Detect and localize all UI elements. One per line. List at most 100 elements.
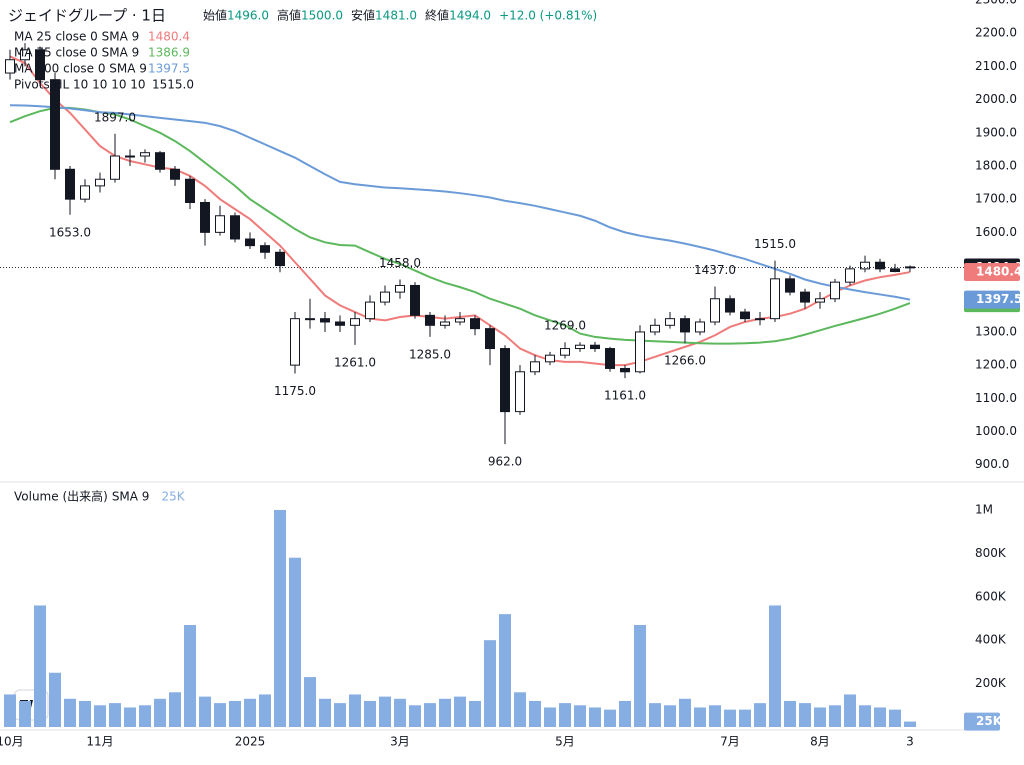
ma-line <box>9 106 911 345</box>
volume-bar <box>229 700 241 727</box>
ma-line <box>9 104 911 301</box>
candle-body <box>65 168 75 200</box>
candle-body <box>845 268 855 283</box>
pivot-label: 962.0 <box>488 455 522 469</box>
pivot-label: 1285.0 <box>409 347 451 361</box>
candle-body <box>665 318 675 326</box>
volume-bar <box>574 705 586 727</box>
candle-body <box>785 278 795 293</box>
volume-bar <box>304 677 316 727</box>
x-tick-label: 7月 <box>720 735 740 749</box>
y-tick-label: 600K <box>975 589 1007 603</box>
indicator-value: 1515.0 <box>152 78 194 92</box>
pivot-label: 1437.0 <box>694 263 736 277</box>
y-tick-label: 2000.0 <box>975 92 1017 106</box>
candle-body <box>95 178 105 187</box>
candle-body <box>80 185 90 200</box>
candle-body <box>365 301 375 320</box>
volume-bar <box>274 509 286 727</box>
volume-sma-label: SMA 9 <box>112 490 150 504</box>
candle-body <box>230 215 240 240</box>
volume-bar <box>829 705 841 727</box>
candle-body <box>590 344 600 350</box>
candle-body <box>350 318 360 326</box>
volume-bar <box>79 700 91 727</box>
volume-bar <box>19 700 31 727</box>
candle-body <box>275 251 285 267</box>
volume-bar <box>514 692 526 727</box>
candle-body <box>455 318 465 323</box>
candle-body <box>740 311 750 320</box>
candle-body <box>830 281 840 300</box>
candle-body <box>500 348 510 413</box>
volume-tag <box>964 712 1000 731</box>
volume-bar <box>244 698 256 727</box>
volume-bar <box>319 698 331 727</box>
volume-bar <box>664 705 676 727</box>
volume-bar <box>769 605 781 727</box>
candle-body <box>890 268 900 273</box>
volume-bar <box>364 700 376 727</box>
volume-bar <box>559 703 571 727</box>
candle-body <box>770 278 780 320</box>
candle-body <box>575 344 585 350</box>
candle-body <box>395 284 405 293</box>
y-tick-label: 1000.0 <box>975 424 1017 438</box>
pivot-label: 1653.0 <box>49 225 91 239</box>
volume-bar <box>34 605 46 727</box>
candle-body <box>305 318 315 321</box>
price-tag-label: 1480.4 <box>976 265 1022 279</box>
volume-bar <box>784 700 796 727</box>
volume-bar <box>4 694 16 727</box>
ohlc-label: 終値 <box>425 8 449 23</box>
volume-bar <box>844 694 856 727</box>
x-tick-label: 2025 <box>235 735 266 749</box>
volume-bar <box>94 705 106 727</box>
volume-bar <box>454 696 466 727</box>
candle-body <box>560 348 570 356</box>
candle-body <box>755 318 765 321</box>
volume-bar <box>409 705 421 727</box>
candle-body <box>245 238 255 247</box>
x-tick-label: 11月 <box>86 735 113 749</box>
pivot-label: 1266.0 <box>664 354 706 368</box>
volume-tag-label: 25K <box>976 714 1003 728</box>
candle-body <box>20 49 30 61</box>
candle-body <box>605 348 615 369</box>
pivot-label: 1175.0 <box>274 384 316 398</box>
price-tag-label: 1397.5 <box>976 292 1022 306</box>
candle-body <box>545 354 555 363</box>
volume-bar <box>619 700 631 727</box>
y-tick-label: 2100.0 <box>975 59 1017 73</box>
chart-title: ジェイドグループ · 1日 <box>8 7 166 25</box>
volume-bar <box>394 698 406 727</box>
candle-body <box>635 331 645 373</box>
volume-bar <box>859 705 871 727</box>
volume-bar <box>904 721 916 727</box>
x-tick-label: 3月 <box>390 735 410 749</box>
volume-bar <box>874 707 886 727</box>
volume-bar <box>439 698 451 727</box>
ohlc-label: 高値 <box>277 8 301 23</box>
volume-bar <box>49 672 61 727</box>
volume-bar <box>694 707 706 727</box>
candle-body <box>110 155 120 180</box>
candle-body <box>35 49 45 81</box>
volume-bar <box>739 709 751 727</box>
x-tick-label: 5月 <box>555 735 575 749</box>
candle-body <box>860 261 870 270</box>
pivot-label: 1269.0 <box>544 319 586 333</box>
volume-bar <box>724 709 736 727</box>
volume-bar <box>754 703 766 727</box>
volume-bar <box>424 703 436 727</box>
volume-bar <box>214 703 226 727</box>
volume-bar <box>709 705 721 727</box>
candle-body <box>875 261 885 270</box>
volume-bar <box>124 707 136 727</box>
volume-bar <box>484 640 496 727</box>
candle-body <box>335 321 345 326</box>
candle-body <box>50 79 60 170</box>
ohlc-value: 1481.0 <box>375 9 417 23</box>
